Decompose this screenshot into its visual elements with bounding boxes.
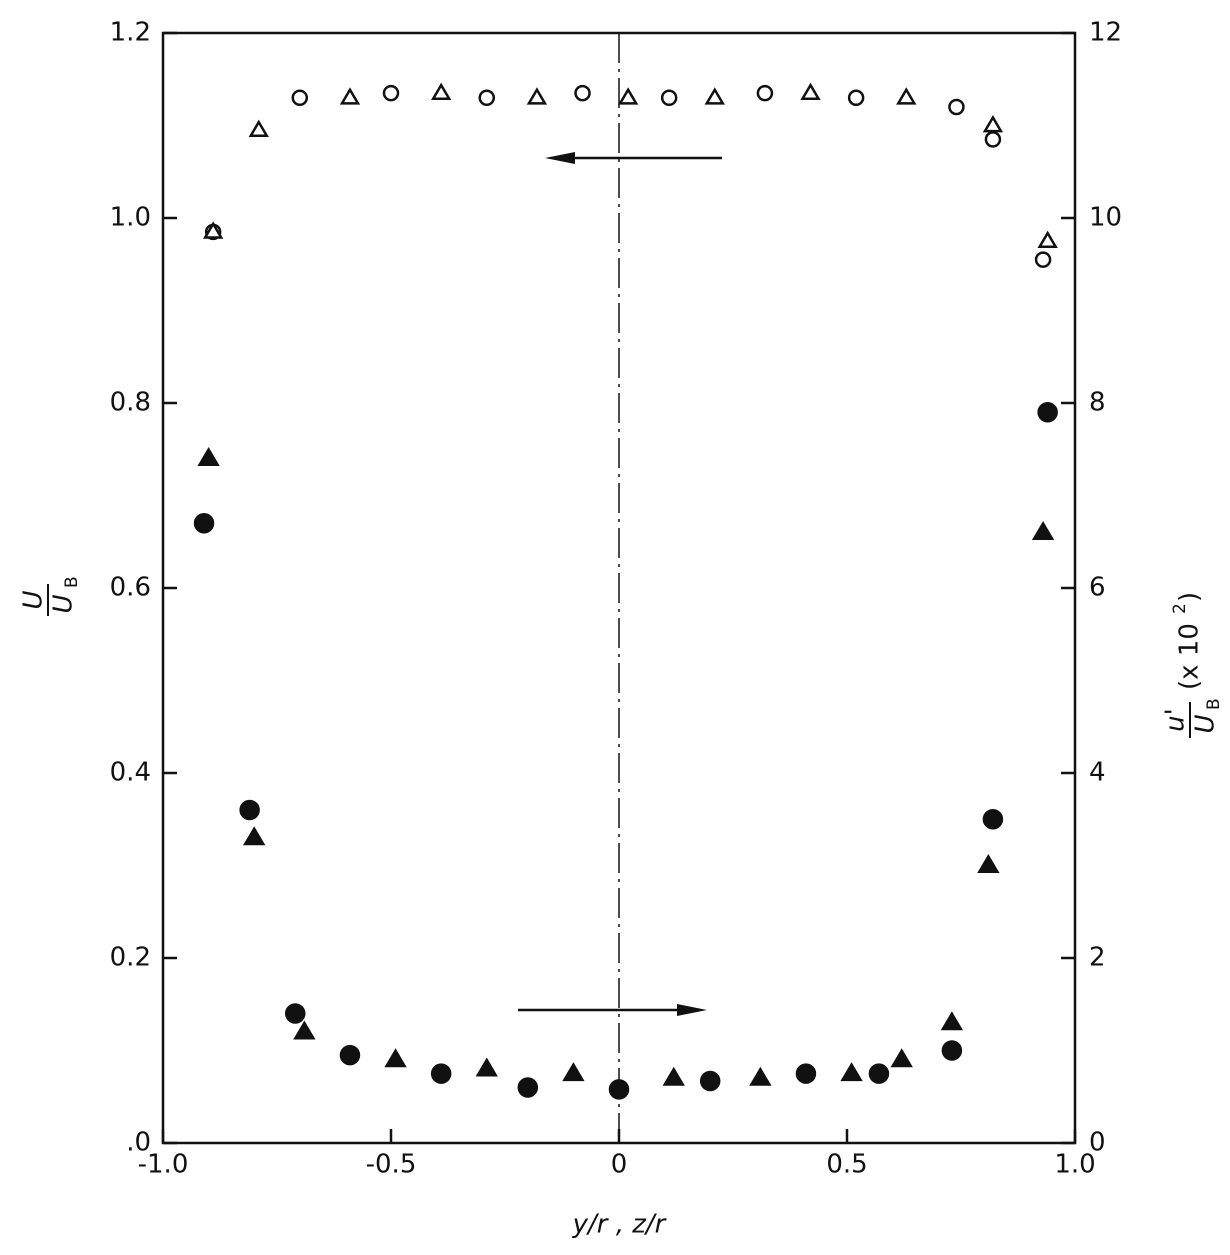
- point: [847, 89, 865, 106]
- point: [662, 1066, 685, 1086]
- point: [840, 1062, 863, 1082]
- point: [197, 447, 220, 467]
- point: [977, 854, 1000, 874]
- y2-label-denominator: U: [1191, 714, 1221, 733]
- y-label-numerator: U: [19, 590, 49, 609]
- point: [749, 1066, 772, 1086]
- y2-axis-label: u' U B (x 10 2 ): [1161, 592, 1224, 738]
- point: [193, 513, 215, 534]
- point: [982, 809, 1004, 830]
- y-tick-label: 0.8: [110, 388, 151, 418]
- x-tick-label: -1.0: [138, 1150, 189, 1180]
- point: [948, 98, 965, 116]
- x-tick-label: 1.0: [1054, 1150, 1095, 1180]
- point: [941, 1040, 963, 1061]
- y2-tick-label: 6: [1089, 573, 1106, 603]
- point: [756, 84, 774, 102]
- point: [868, 1063, 890, 1084]
- y2-tick-label: 0: [1089, 1128, 1106, 1158]
- point: [1034, 251, 1052, 268]
- x-axis-label: y/r , z/r: [572, 1210, 668, 1240]
- point: [800, 82, 821, 100]
- point: [475, 1057, 498, 1077]
- point: [1031, 521, 1055, 541]
- point: [339, 1044, 361, 1066]
- point: [608, 1079, 630, 1100]
- point: [896, 87, 917, 105]
- point: [239, 799, 260, 821]
- y-label-subscript: B: [62, 576, 82, 588]
- point: [384, 1048, 407, 1068]
- point: [517, 1077, 539, 1098]
- point: [202, 221, 224, 239]
- point: [1037, 402, 1058, 423]
- y2-tick-label: 12: [1089, 18, 1122, 48]
- y2-tick-label: 4: [1089, 758, 1106, 788]
- point: [339, 87, 361, 105]
- point: [478, 89, 496, 106]
- y-tick-label: 1.2: [110, 18, 151, 48]
- point: [699, 1070, 721, 1092]
- y2-label-power: 2: [1170, 603, 1190, 614]
- point: [430, 82, 452, 100]
- y-tick-label: 0.4: [110, 758, 151, 788]
- point: [243, 826, 266, 846]
- x-tick-label: 0: [611, 1150, 628, 1180]
- point: [1037, 230, 1058, 248]
- point: [704, 87, 725, 105]
- y-tick-label: 0.6: [110, 573, 151, 603]
- arrow-right: [518, 1004, 707, 1016]
- y-tick-label: .0: [126, 1128, 151, 1158]
- point: [940, 1011, 964, 1031]
- point: [617, 87, 639, 105]
- y2-label-subscript: B: [1204, 698, 1224, 710]
- y2-label-factor: (x 10: [1175, 623, 1205, 690]
- point: [382, 84, 400, 102]
- point: [526, 87, 548, 105]
- point: [430, 1063, 452, 1084]
- x-tick-label: 0.5: [826, 1150, 867, 1180]
- y2-label-numerator: u': [1161, 708, 1191, 732]
- y2-label-close: ): [1175, 592, 1205, 602]
- point: [284, 1003, 306, 1024]
- y-tick-label: 1.0: [110, 203, 151, 233]
- point: [291, 89, 309, 106]
- y2-tick-label: 2: [1089, 943, 1106, 973]
- point: [984, 131, 1002, 148]
- y-tick-label: 0.2: [110, 943, 151, 973]
- x-tick-label: -0.5: [366, 1150, 417, 1180]
- point: [982, 115, 1004, 133]
- y2-tick-label: 8: [1089, 388, 1106, 418]
- point: [562, 1062, 585, 1082]
- y2-tick-label: 10: [1089, 203, 1122, 233]
- point: [574, 84, 591, 102]
- arrow-left: [545, 152, 722, 164]
- point: [795, 1063, 817, 1084]
- point: [660, 89, 678, 106]
- y-label-denominator: U: [49, 594, 79, 613]
- point: [248, 119, 269, 137]
- point: [293, 1020, 316, 1040]
- point: [890, 1048, 913, 1068]
- y-axis-label: U U B: [19, 576, 82, 616]
